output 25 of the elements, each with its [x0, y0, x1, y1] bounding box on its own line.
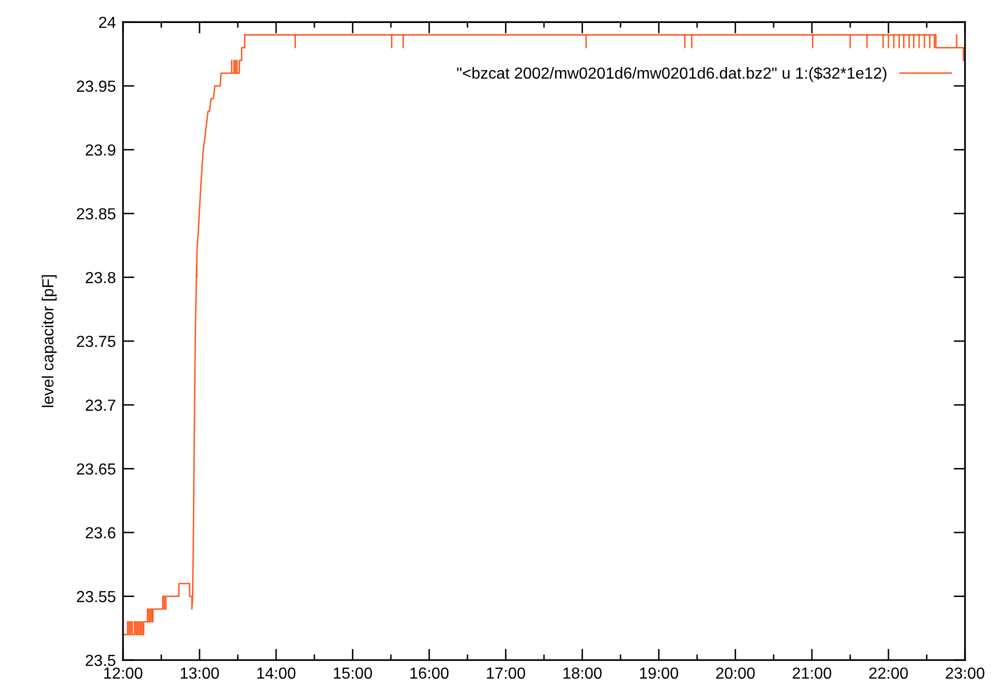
x-tick-label: 15:00 — [334, 667, 372, 679]
y-axis-title: level capacitor [pF] — [42, 275, 57, 408]
y-tick-label: 23.65 — [76, 463, 116, 475]
y-tick-label: 23.7 — [86, 400, 116, 411]
y-tick-label: 23.55 — [76, 590, 116, 602]
x-tick-label: 18:00 — [564, 667, 602, 679]
y-tick-label: 23.5 — [86, 654, 116, 666]
x-tick-label: 12:00 — [104, 667, 142, 679]
y-tick-label: 23.85 — [76, 208, 116, 220]
x-tick-label: 14:00 — [257, 667, 296, 679]
y-tick-label: 23.8 — [86, 272, 116, 284]
x-tick-label: 21:00 — [792, 667, 832, 679]
x-tick-label: 22:00 — [869, 667, 908, 679]
y-tick-label: 24 — [99, 16, 116, 28]
x-tick-label: 13:00 — [180, 667, 219, 679]
y-tick-label: 23.75 — [76, 336, 116, 348]
x-tick-label: 20:00 — [716, 667, 755, 679]
y-tick-label: 23.9 — [86, 144, 116, 156]
legend-label: "<bzcat 2002/mw0201d6/mw0201d6.dat.bz2" u 1:($32*1e12) — [457, 66, 886, 82]
x-tick-label: 23:00 — [946, 667, 984, 679]
x-tick-label: 19:00 — [640, 667, 678, 679]
x-tick-label: 17:00 — [486, 667, 526, 679]
y-tick-label: 23.95 — [76, 80, 116, 92]
x-tick-label: 16:00 — [410, 667, 449, 679]
y-tick-label: 23.6 — [86, 527, 116, 538]
